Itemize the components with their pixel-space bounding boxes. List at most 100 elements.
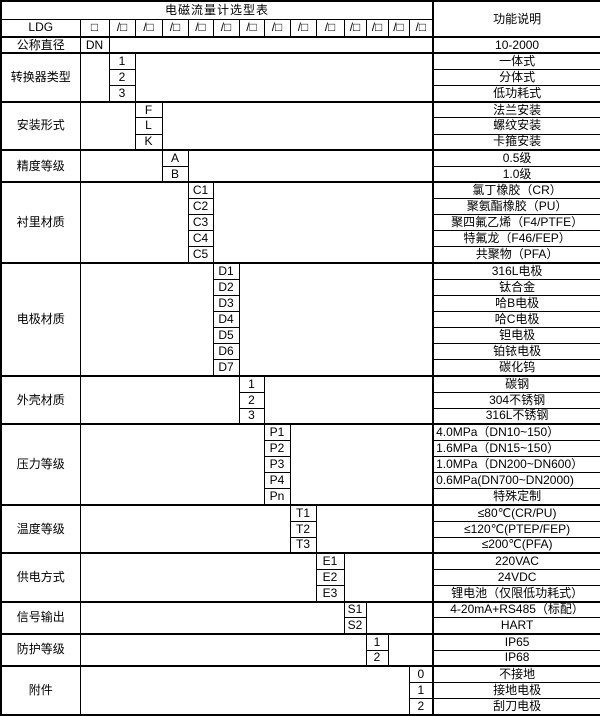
model-first-box: □: [79, 18, 110, 38]
spacer-cell: [79, 423, 265, 506]
code-cell-electrode-material-D7: D7: [212, 359, 240, 377]
function-cell-power-supply-E1: 220VAC: [432, 552, 600, 570]
function-cell-signal-output-S1: 4-20mA+RS485（标配）: [432, 600, 600, 619]
code-cell-signal-output-S1: S1: [343, 600, 367, 619]
function-cell-signal-output-S2: HART: [432, 617, 600, 635]
spacer-cell: [187, 149, 434, 183]
function-cell-installation-type-F: 法兰安装: [432, 100, 600, 119]
code-cell-pressure-rating-P4: P4: [263, 472, 291, 490]
spacer-cell: [161, 100, 434, 151]
model-slot-box-5: /□: [212, 18, 240, 38]
function-cell-protection-rating-1: IP65: [432, 632, 600, 651]
function-cell-converter-type-1: 一体式: [432, 52, 600, 71]
function-cell-temperature-rating-T2: ≤120℃(PTEP/FEP): [432, 520, 600, 538]
group-label-accuracy-class: 精度等级: [0, 149, 81, 183]
code-cell-liner-material-C2: C2: [187, 198, 214, 216]
code-cell-liner-material-C3: C3: [187, 214, 214, 232]
code-cell-protection-rating-1: 1: [365, 632, 389, 651]
code-cell-electrode-material-D4: D4: [212, 310, 240, 329]
spacer-cell: [79, 52, 110, 103]
spacer-cell: [289, 423, 434, 506]
function-cell-electrode-material-D6: 铂铱电极: [432, 343, 600, 361]
code-cell-liner-material-C1: C1: [187, 181, 214, 200]
code-cell-power-supply-E2: E2: [315, 568, 345, 587]
spacer-cell: [365, 600, 434, 635]
code-cell-housing-material-3: 3: [238, 407, 265, 425]
code-cell-nominal-diameter: DN: [79, 36, 110, 54]
code-cell-power-supply-E3: E3: [315, 585, 345, 603]
model-slot-box-10: /□: [343, 18, 367, 38]
function-cell-installation-type-K: 卡箍安装: [432, 133, 600, 151]
model-slot-box-6: /□: [238, 18, 265, 38]
code-cell-temperature-rating-T2: T2: [289, 520, 317, 538]
spacer-cell: [79, 100, 136, 151]
function-cell-nominal-diameter: 10-2000: [432, 36, 600, 54]
model-slot-box-3: /□: [161, 18, 189, 38]
code-cell-installation-type-F: F: [134, 100, 163, 119]
function-cell-housing-material-3: 316L不锈钢: [432, 407, 600, 425]
spacer-cell: [79, 181, 189, 264]
code-cell-installation-type-K: K: [134, 133, 163, 151]
group-label-protection-rating: 防护等级: [0, 632, 81, 667]
group-label-signal-output: 信号输出: [0, 600, 81, 635]
model-slot-box-4: /□: [187, 18, 214, 38]
model-prefix-cell: LDG: [0, 18, 81, 38]
code-cell-pressure-rating-P1: P1: [263, 423, 291, 441]
table-title: 电磁流量计选型表: [0, 0, 434, 20]
function-cell-electrode-material-D3: 哈B电极: [432, 294, 600, 312]
code-cell-protection-rating-2: 2: [365, 649, 389, 667]
group-label-housing-material: 外壳材质: [0, 374, 81, 425]
code-cell-temperature-rating-T1: T1: [289, 503, 317, 522]
code-cell-accuracy-class-A: A: [161, 149, 189, 167]
function-cell-liner-material-C3: 聚四氟乙烯（F4/PTFE）: [432, 214, 600, 232]
model-slot-box-9: /□: [315, 18, 345, 38]
model-slot-box-2: /□: [134, 18, 163, 38]
function-cell-temperature-rating-T3: ≤200℃(PFA): [432, 536, 600, 554]
function-cell-pressure-rating-P2: 1.6MPa（DN15~150）: [432, 439, 600, 458]
function-cell-liner-material-C2: 聚氨酯橡胶（PU）: [432, 198, 600, 216]
code-cell-power-supply-E1: E1: [315, 552, 345, 570]
function-cell-accessories-1: 接地电极: [432, 681, 600, 699]
code-cell-temperature-rating-T3: T3: [289, 536, 317, 554]
function-cell-power-supply-E2: 24VDC: [432, 568, 600, 587]
spacer-cell: [343, 552, 434, 603]
group-label-liner-material: 衬里材质: [0, 181, 81, 264]
function-cell-electrode-material-D1: 316L电极: [432, 262, 600, 280]
code-cell-electrode-material-D6: D6: [212, 343, 240, 361]
function-cell-power-supply-E3: 锂电池（仅限低功耗式）: [432, 585, 600, 603]
spacer-cell: [238, 262, 434, 377]
function-cell-liner-material-C4: 特氟龙（F46/FEP）: [432, 230, 600, 248]
code-cell-housing-material-2: 2: [238, 391, 265, 409]
spacer-cell: [315, 503, 434, 554]
code-cell-accessories-2: 2: [408, 697, 434, 716]
group-label-temperature-rating: 温度等级: [0, 503, 81, 554]
spacer-cell: [212, 181, 434, 264]
model-slot-box-13: /□: [408, 18, 434, 38]
spacer-cell: [387, 632, 434, 667]
function-cell-protection-rating-2: IP68: [432, 649, 600, 667]
function-cell-installation-type-L: 螺纹安装: [432, 117, 600, 135]
code-cell-pressure-rating-Pn: Pn: [263, 488, 291, 506]
code-cell-liner-material-C4: C4: [187, 230, 214, 248]
function-cell-electrode-material-D2: 钛合金: [432, 278, 600, 296]
code-cell-pressure-rating-P3: P3: [263, 456, 291, 474]
function-cell-liner-material-C5: 共聚物（PFA）: [432, 246, 600, 264]
model-slot-box-1: /□: [108, 18, 136, 38]
spacer-cell: [263, 374, 434, 425]
function-cell-housing-material-1: 碳钢: [432, 374, 600, 393]
code-cell-pressure-rating-P2: P2: [263, 439, 291, 458]
model-slot-box-7: /□: [263, 18, 291, 38]
spacer-cell: [79, 503, 291, 554]
group-label-installation-type: 安装形式: [0, 100, 81, 151]
group-label-power-supply: 供电方式: [0, 552, 81, 603]
spacer-cell: [79, 374, 240, 425]
model-slot-box-8: /□: [289, 18, 317, 38]
model-slot-box-11: /□: [365, 18, 389, 38]
function-cell-pressure-rating-P4: 0.6MPa(DN700~DN2000): [432, 472, 600, 490]
code-cell-electrode-material-D1: D1: [212, 262, 240, 280]
function-cell-electrode-material-D4: 哈C电极: [432, 310, 600, 329]
function-cell-converter-type-2: 分体式: [432, 69, 600, 87]
function-cell-pressure-rating-P1: 4.0MPa（DN10~150）: [432, 423, 600, 441]
